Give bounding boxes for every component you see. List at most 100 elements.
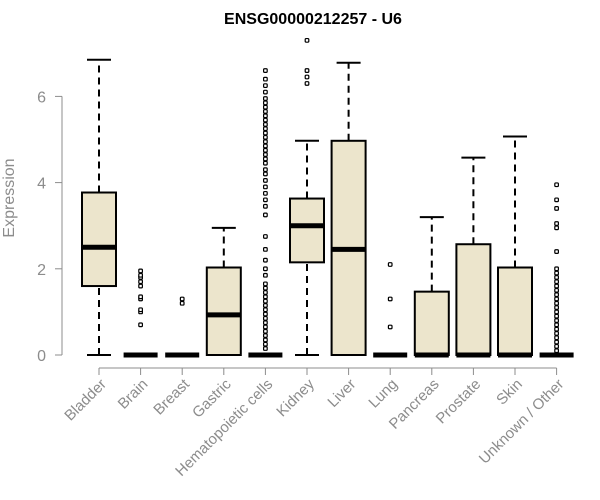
- outlier-point: [263, 89, 268, 95]
- box-iqr: [205, 266, 242, 356]
- outlier-point: [263, 337, 268, 343]
- outlier-point: [554, 300, 559, 306]
- outlier-point: [138, 283, 144, 289]
- outlier-point: [263, 139, 268, 145]
- outlier-point: [138, 272, 144, 278]
- outlier-point: [138, 279, 144, 285]
- outlier-point: [263, 333, 268, 339]
- outlier-point: [263, 134, 268, 140]
- outlier-point: [263, 315, 268, 321]
- box-group-breast: [165, 296, 200, 358]
- box-iqr: [413, 290, 450, 357]
- box-series: [81, 37, 574, 358]
- outlier-point: [263, 303, 268, 308]
- x-category-label: Breast: [150, 375, 193, 418]
- y-tick-label: 6: [37, 89, 46, 106]
- outlier-point: [263, 68, 268, 73]
- outlier-point: [263, 190, 268, 196]
- outlier-point: [263, 272, 268, 278]
- outlier-point: [263, 109, 268, 114]
- outlier-point: [263, 104, 268, 110]
- outlier-point: [304, 81, 310, 86]
- outlier-point: [263, 285, 268, 291]
- outlier-point: [304, 37, 310, 43]
- x-category-label: Lung: [365, 376, 401, 412]
- outlier-point: [263, 130, 268, 136]
- y-tick-label: 4: [37, 176, 46, 193]
- box-group-pancreas: [413, 216, 450, 358]
- outlier-point: [554, 221, 559, 226]
- x-category-label: Kidney: [273, 375, 318, 420]
- outlier-point: [554, 182, 559, 188]
- box-group-gastric: [205, 226, 242, 356]
- outlier-point: [138, 294, 144, 300]
- box-group-unknown-other: [539, 182, 574, 358]
- outlier-point: [554, 287, 559, 293]
- outlier-point: [263, 281, 268, 287]
- outlier-point: [554, 283, 559, 289]
- outlier-point: [554, 206, 559, 211]
- outlier-point: [554, 339, 559, 345]
- outlier-point: [263, 298, 268, 304]
- box-iqr: [455, 243, 492, 356]
- outlier-point: [263, 178, 268, 183]
- outlier-point: [138, 307, 144, 313]
- outlier-point: [554, 225, 559, 231]
- outlier-point: [387, 324, 393, 330]
- outlier-point: [554, 326, 559, 332]
- box-group-bladder: [81, 58, 117, 356]
- outlier-point: [263, 126, 268, 132]
- outlier-point: [263, 113, 268, 119]
- outlier-point: [263, 346, 268, 351]
- outlier-point: [263, 320, 268, 326]
- outlier-point: [263, 324, 268, 330]
- outlier-point: [138, 268, 144, 274]
- outlier-point: [554, 335, 559, 341]
- outlier-point: [263, 184, 268, 190]
- box-group-skin: [497, 135, 533, 358]
- outlier-point: [263, 147, 268, 153]
- outlier-point: [554, 322, 559, 328]
- box-group-brain: [123, 268, 158, 358]
- outlier-point: [554, 275, 559, 280]
- outlier-point: [263, 328, 268, 334]
- y-tick-label: 0: [37, 348, 46, 365]
- outlier-point: [554, 266, 559, 272]
- box-group-lung: [373, 262, 408, 358]
- outlier-point: [263, 156, 268, 162]
- outlier-point: [263, 341, 268, 347]
- outlier-point: [263, 76, 268, 82]
- outlier-point: [263, 117, 268, 123]
- outlier-point: [554, 270, 559, 276]
- box-iqr: [81, 191, 117, 288]
- outlier-point: [263, 212, 268, 218]
- outlier-point: [554, 279, 559, 285]
- outlier-point: [263, 160, 268, 166]
- box-iqr: [289, 197, 325, 264]
- outlier-point: [554, 318, 559, 323]
- x-category-label: Liver: [324, 376, 359, 411]
- outlier-point: [554, 331, 559, 336]
- box-group-prostate: [455, 156, 492, 358]
- outlier-point: [179, 300, 185, 306]
- outlier-point: [263, 247, 268, 252]
- outlier-point: [263, 294, 268, 300]
- box-group-hematopoietic-cells: [248, 68, 283, 358]
- x-category-label: Brain: [115, 376, 152, 413]
- box-iqr: [497, 266, 533, 356]
- outlier-point: [263, 152, 268, 157]
- outlier-point: [554, 292, 559, 298]
- outlier-point: [138, 322, 144, 328]
- outlier-point: [263, 83, 268, 89]
- y-axis: 0 2 4 6: [37, 89, 63, 365]
- outlier-point: [263, 122, 268, 127]
- outlier-point: [304, 68, 310, 73]
- outlier-point: [263, 266, 268, 272]
- outlier-point: [554, 313, 559, 319]
- outlier-point: [263, 171, 268, 177]
- x-category-label: Bladder: [61, 376, 110, 425]
- outlier-point: [263, 100, 268, 106]
- outlier-point: [263, 167, 268, 173]
